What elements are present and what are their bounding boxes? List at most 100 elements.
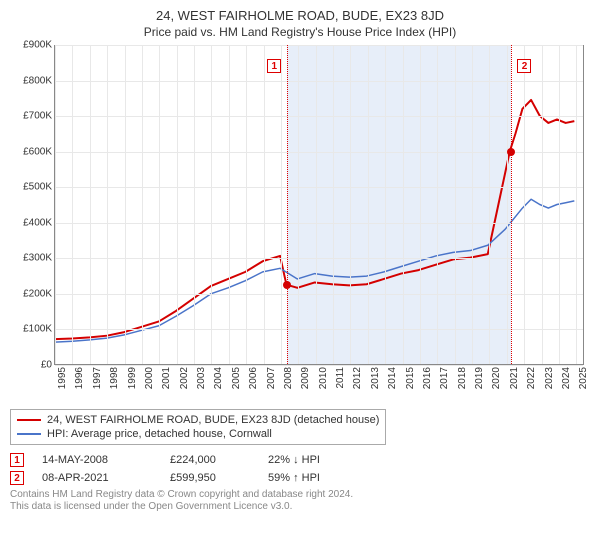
- y-tick-label: £600K: [23, 146, 52, 157]
- gridline-v: [542, 45, 543, 364]
- x-tick-label: 2020: [491, 367, 502, 389]
- gridline-v: [524, 45, 525, 364]
- gridline-v: [298, 45, 299, 364]
- y-tick-label: £300K: [23, 253, 52, 264]
- x-tick-label: 2025: [578, 367, 589, 389]
- gridline-v: [142, 45, 143, 364]
- gridline-h: [55, 329, 583, 330]
- chart-lines: [55, 45, 583, 364]
- gridline-v: [125, 45, 126, 364]
- gridline-h: [55, 45, 583, 46]
- y-tick-label: £200K: [23, 288, 52, 299]
- x-tick-label: 2006: [248, 367, 259, 389]
- x-tick-label: 2015: [405, 367, 416, 389]
- event-date: 14-MAY-2008: [42, 454, 152, 466]
- x-tick-label: 2014: [387, 367, 398, 389]
- gridline-h: [55, 223, 583, 224]
- gridline-v: [246, 45, 247, 364]
- gridline-v: [55, 45, 56, 364]
- event-number-box: 2: [10, 471, 24, 485]
- x-tick-label: 2010: [318, 367, 329, 389]
- legend-label: HPI: Average price, detached house, Corn…: [47, 427, 272, 441]
- footer-line-1: Contains HM Land Registry data © Crown c…: [10, 489, 590, 501]
- legend-item: 24, WEST FAIRHOLME ROAD, BUDE, EX23 8JD …: [17, 413, 379, 427]
- event-date: 08-APR-2021: [42, 472, 152, 484]
- x-tick-label: 2003: [196, 367, 207, 389]
- x-tick-label: 2008: [283, 367, 294, 389]
- gridline-v: [472, 45, 473, 364]
- x-tick-label: 2011: [335, 367, 346, 389]
- event-relative: 22% ↓ HPI: [268, 454, 368, 466]
- gridline-v: [350, 45, 351, 364]
- legend-swatch: [17, 419, 41, 421]
- x-tick-label: 1998: [109, 367, 120, 389]
- x-tick-label: 2018: [457, 367, 468, 389]
- event-marker-box: 2: [517, 59, 531, 73]
- gridline-v: [316, 45, 317, 364]
- gridline-v: [159, 45, 160, 364]
- footer: Contains HM Land Registry data © Crown c…: [10, 489, 590, 513]
- page-subtitle: Price paid vs. HM Land Registry's House …: [10, 25, 590, 39]
- series-marker: [507, 148, 515, 156]
- gridline-v: [72, 45, 73, 364]
- gridline-v: [437, 45, 438, 364]
- y-tick-label: £400K: [23, 217, 52, 228]
- gridline-v: [281, 45, 282, 364]
- x-tick-label: 2009: [300, 367, 311, 389]
- events-table: 1 14-MAY-2008 £224,000 22% ↓ HPI 2 08-APR-202…: [10, 451, 590, 487]
- chart-area: £0£100K£200K£300K£400K£500K£600K£700K£80…: [10, 45, 590, 405]
- gridline-v: [455, 45, 456, 364]
- gridline-v: [403, 45, 404, 364]
- y-tick-label: £800K: [23, 75, 52, 86]
- y-tick-label: £700K: [23, 111, 52, 122]
- series-marker: [283, 281, 291, 289]
- y-axis: £0£100K£200K£300K£400K£500K£600K£700K£80…: [10, 45, 54, 365]
- x-tick-label: 2019: [474, 367, 485, 389]
- gridline-v: [333, 45, 334, 364]
- legend-swatch: [17, 433, 41, 435]
- x-tick-label: 2021: [509, 367, 520, 389]
- x-tick-label: 2004: [213, 367, 224, 389]
- x-tick-label: 2016: [422, 367, 433, 389]
- gridline-v: [368, 45, 369, 364]
- x-tick-label: 2001: [161, 367, 172, 389]
- gridline-h: [55, 258, 583, 259]
- event-marker-box: 1: [267, 59, 281, 73]
- event-row: 208-APR-2021£599,95059% ↑ HPI: [10, 469, 590, 487]
- gridline-v: [489, 45, 490, 364]
- legend: 24, WEST FAIRHOLME ROAD, BUDE, EX23 8JD …: [10, 409, 386, 445]
- event-line: [511, 45, 512, 364]
- gridline-v: [211, 45, 212, 364]
- x-tick-label: 2013: [370, 367, 381, 389]
- x-axis: 1995199619971998199920002001200220032004…: [54, 365, 584, 405]
- gridline-h: [55, 294, 583, 295]
- gridline-v: [559, 45, 560, 364]
- event-number-box: 1: [10, 453, 24, 467]
- event-relative: 59% ↑ HPI: [268, 472, 368, 484]
- page-title: 24, WEST FAIRHOLME ROAD, BUDE, EX23 8JD: [10, 8, 590, 23]
- event-row: 1 14-MAY-2008 £224,000 22% ↓ HPI: [10, 451, 590, 469]
- event-price: £224,000: [170, 454, 250, 466]
- event-line: [287, 45, 288, 364]
- gridline-v: [90, 45, 91, 364]
- y-tick-label: £900K: [23, 40, 52, 51]
- plot-area: 12: [54, 45, 584, 365]
- gridline-v: [264, 45, 265, 364]
- legend-label: 24, WEST FAIRHOLME ROAD, BUDE, EX23 8JD …: [47, 413, 379, 427]
- gridline-h: [55, 116, 583, 117]
- gridline-h: [55, 187, 583, 188]
- x-tick-label: 1995: [57, 367, 68, 389]
- footer-line-2: This data is licensed under the Open Gov…: [10, 501, 590, 513]
- x-tick-label: 2023: [544, 367, 555, 389]
- y-tick-label: £100K: [23, 324, 52, 335]
- gridline-h: [55, 152, 583, 153]
- gridline-v: [194, 45, 195, 364]
- y-tick-label: £0: [41, 360, 52, 371]
- gridline-v: [507, 45, 508, 364]
- gridline-v: [420, 45, 421, 364]
- x-tick-label: 2005: [231, 367, 242, 389]
- x-tick-label: 2024: [561, 367, 572, 389]
- x-tick-label: 1997: [92, 367, 103, 389]
- legend-item: HPI: Average price, detached house, Corn…: [17, 427, 379, 441]
- gridline-v: [107, 45, 108, 364]
